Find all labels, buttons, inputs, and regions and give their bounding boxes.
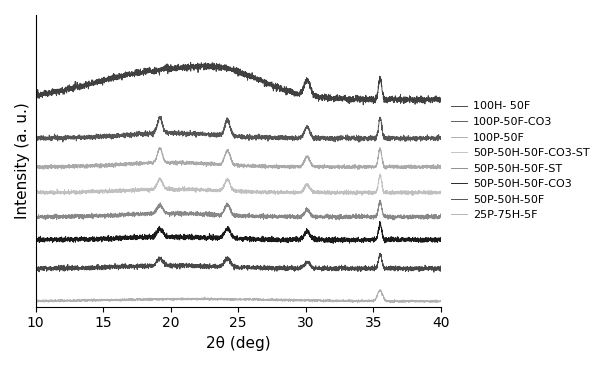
100P-50F-CO3	[437, 135, 445, 140]
50P-50H-50F	[202, 263, 209, 267]
100P-50F	[224, 147, 232, 152]
50P-50H-50F	[376, 251, 384, 255]
100P-50F-CO3	[327, 137, 334, 141]
50P-50H-50F	[430, 270, 437, 274]
100P-50F	[32, 165, 39, 170]
50P-50H-50F-CO3-ST	[206, 189, 213, 193]
100P-50F	[405, 163, 412, 168]
25P-75H-5F	[224, 297, 232, 302]
Line: 25P-75H-5F: 25P-75H-5F	[36, 290, 441, 303]
50P-50H-50F-ST	[336, 218, 343, 222]
100H- 50F	[425, 97, 433, 102]
50P-50H-50F-CO3	[326, 237, 333, 242]
50P-50H-50F-CO3	[425, 236, 433, 241]
50P-50H-50F	[224, 257, 232, 261]
50P-50H-50F	[437, 265, 445, 269]
100H- 50F	[32, 93, 39, 97]
100P-50F-CO3	[202, 133, 209, 138]
50P-50H-50F-CO3	[206, 236, 213, 241]
50P-50H-50F-ST	[437, 212, 445, 216]
100P-50F-CO3	[405, 135, 412, 139]
50P-50H-50F-CO3-ST	[326, 190, 333, 194]
100H- 50F	[187, 60, 194, 64]
100P-50F-CO3	[32, 135, 39, 139]
Line: 100H- 50F: 100H- 50F	[36, 62, 441, 105]
50P-50H-50F-CO3	[32, 238, 39, 243]
25P-75H-5F	[405, 300, 412, 304]
50P-50H-50F-ST	[202, 212, 209, 216]
50P-50H-50F-CO3-ST	[437, 191, 445, 195]
50P-50H-50F-CO3	[330, 241, 337, 246]
50P-50H-50F-CO3-ST	[409, 193, 416, 198]
100P-50F	[354, 167, 361, 172]
Line: 50P-50H-50F-ST: 50P-50H-50F-ST	[36, 200, 441, 220]
100P-50F-CO3	[355, 140, 362, 145]
50P-50H-50F	[206, 264, 213, 269]
25P-75H-5F	[425, 299, 433, 304]
50P-50H-50F-CO3-ST	[376, 172, 384, 176]
50P-50H-50F-CO3-ST	[405, 192, 412, 197]
50P-50H-50F	[326, 264, 333, 269]
Line: 50P-50H-50F-CO3: 50P-50H-50F-CO3	[36, 221, 441, 243]
50P-50H-50F-ST	[376, 198, 384, 202]
50P-50H-50F-ST	[206, 212, 213, 216]
50P-50H-50F	[405, 270, 412, 274]
50P-50H-50F-CO3	[376, 219, 384, 224]
X-axis label: 2θ (deg): 2θ (deg)	[206, 336, 270, 351]
Line: 100P-50F-CO3: 100P-50F-CO3	[36, 116, 441, 142]
100P-50F-CO3	[425, 135, 433, 139]
100H- 50F	[437, 96, 445, 100]
Y-axis label: Intensity (a. u.): Intensity (a. u.)	[15, 102, 30, 219]
100P-50F	[156, 145, 163, 150]
25P-75H-5F	[206, 297, 213, 302]
100P-50F	[327, 165, 334, 169]
50P-50H-50F-CO3	[437, 238, 445, 242]
50P-50H-50F-CO3-ST	[32, 189, 39, 194]
25P-75H-5F	[437, 299, 445, 303]
100H- 50F	[206, 63, 213, 67]
Line: 100P-50F: 100P-50F	[36, 147, 441, 169]
50P-50H-50F-CO3	[202, 234, 209, 239]
100P-50F-CO3	[224, 117, 232, 121]
100H- 50F	[202, 65, 209, 69]
25P-75H-5F	[326, 298, 333, 302]
50P-50H-50F	[425, 265, 432, 269]
100P-50F	[202, 161, 209, 166]
Legend: 100H- 50F, 100P-50F-CO3, 100P-50F, 50P-50H-50F-CO3-ST, 50P-50H-50F-ST, 50P-50H-5: 100H- 50F, 100P-50F-CO3, 100P-50F, 50P-5…	[451, 101, 589, 220]
50P-50H-50F-CO3-ST	[202, 187, 209, 191]
50P-50H-50F-CO3	[405, 235, 412, 239]
25P-75H-5F	[32, 299, 39, 304]
50P-50H-50F-ST	[32, 214, 39, 219]
100P-50F-CO3	[206, 132, 213, 137]
25P-75H-5F	[354, 300, 361, 305]
100H- 50F	[405, 98, 412, 102]
100H- 50F	[224, 67, 232, 71]
100H- 50F	[327, 95, 334, 99]
Line: 50P-50H-50F: 50P-50H-50F	[36, 253, 441, 272]
100P-50F-CO3	[155, 114, 163, 119]
50P-50H-50F-ST	[405, 214, 412, 219]
100P-50F	[437, 166, 445, 171]
50P-50H-50F-CO3	[224, 226, 232, 230]
Line: 50P-50H-50F-CO3-ST: 50P-50H-50F-CO3-ST	[36, 174, 441, 195]
100H- 50F	[359, 103, 367, 107]
25P-75H-5F	[202, 296, 209, 301]
50P-50H-50F	[32, 266, 39, 271]
50P-50H-50F-ST	[425, 214, 433, 219]
50P-50H-50F-ST	[224, 203, 232, 207]
100P-50F	[206, 161, 213, 165]
25P-75H-5F	[376, 288, 383, 292]
50P-50H-50F-CO3-ST	[425, 188, 433, 192]
50P-50H-50F-CO3-ST	[224, 177, 232, 182]
100P-50F	[425, 163, 433, 168]
50P-50H-50F-ST	[326, 214, 333, 219]
